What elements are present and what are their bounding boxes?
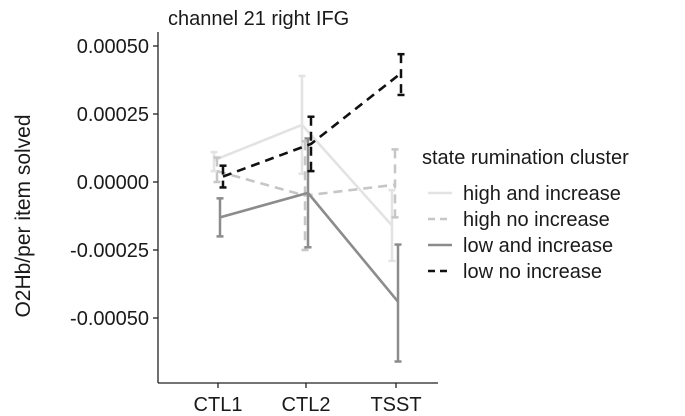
series-line (216, 169, 396, 197)
x-tick-label: CTL2 (282, 394, 331, 416)
legend-title: state rumination cluster (422, 147, 629, 169)
series-line (213, 123, 393, 227)
legend-entry: low no increase (463, 261, 602, 283)
y-tick-label: 0.00050 (77, 36, 149, 58)
y-axis-label: O2Hb/per item solved (12, 114, 35, 317)
series-line (222, 72, 402, 178)
y-tick-label: 0.00025 (77, 104, 149, 126)
legend-entry: low and increase (463, 235, 613, 257)
legend-entry: high and increase (463, 183, 621, 205)
y-tick-label: -0.00025 (70, 240, 149, 262)
y-tick-label: 0.00000 (77, 172, 149, 194)
plot-area: 0.00050 0.00025 0.00000 -0.00025 -0.00050 CTL… (70, 32, 438, 416)
series-line (219, 191, 400, 303)
legend: state rumination cluster high and increas… (422, 147, 629, 283)
chart-title: channel 21 right IFG (168, 8, 349, 30)
y-tick-label: -0.00050 (70, 308, 149, 330)
legend-entry: high no increase (463, 209, 610, 231)
x-tick-label: CTL1 (194, 394, 243, 416)
x-tick-label: TSST (370, 394, 421, 416)
